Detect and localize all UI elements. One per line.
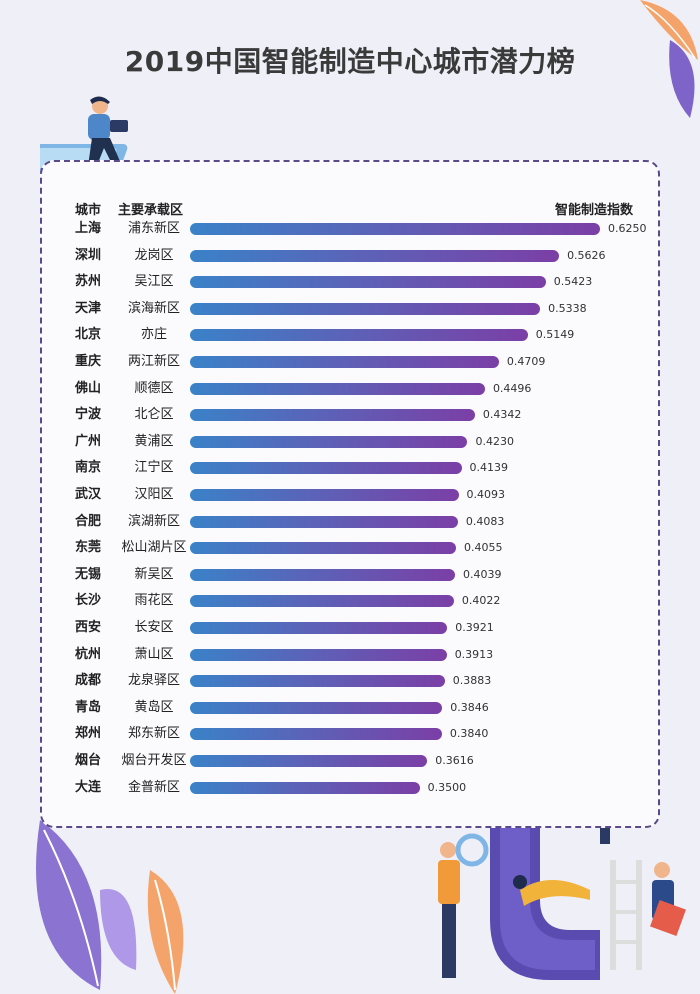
data-label: 0.4709 — [506, 355, 546, 368]
row-zone: 亦庄 — [140, 327, 167, 343]
bar — [190, 701, 443, 714]
data-label: 0.5149 — [535, 328, 575, 342]
bar — [190, 435, 468, 448]
data-label: 0.5338 — [548, 301, 587, 315]
bar — [190, 648, 447, 661]
data-label: 0.4496 — [492, 381, 532, 395]
row-city: 武汉 — [75, 487, 102, 502]
row-zone: 龙泉驿区 — [127, 673, 180, 689]
bar — [190, 223, 600, 235]
bar — [190, 675, 445, 688]
data-label: 0.4083 — [465, 514, 505, 528]
row-city: 上海 — [75, 221, 102, 236]
data-label: 0.4230 — [475, 434, 514, 448]
data-label: 0.3883 — [452, 674, 492, 688]
leaf-decoration-bottom-left-icon — [36, 820, 184, 994]
row-city: 杭州 — [75, 646, 102, 662]
row-city: 合肥 — [75, 513, 102, 529]
bar — [190, 382, 485, 395]
data-label: 0.5626 — [567, 248, 606, 262]
row-zone: 吴江区 — [134, 274, 174, 290]
data-label: 0.3846 — [450, 700, 489, 714]
row-city: 广州 — [75, 433, 102, 449]
data-label: 0.3921 — [455, 621, 494, 634]
bar — [190, 781, 420, 794]
data-label: 0.5423 — [553, 275, 593, 289]
row-zone: 龙岗区 — [134, 247, 174, 263]
bar — [190, 755, 428, 767]
row-city: 深圳 — [75, 247, 102, 263]
row-city: 东莞 — [75, 540, 102, 556]
row-city: 郑州 — [75, 726, 102, 742]
row-city: 宁波 — [75, 407, 102, 423]
row-zone: 滨湖新区 — [127, 513, 180, 529]
header-zone: 主要承载区 — [118, 203, 184, 218]
row-zone: 烟台开发区 — [121, 753, 187, 768]
row-zone: 黄浦区 — [134, 433, 174, 449]
data-label: 0.3616 — [435, 754, 474, 767]
row-city: 佛山 — [75, 380, 102, 396]
bar — [190, 409, 475, 422]
bar — [190, 568, 455, 581]
bar — [190, 329, 528, 342]
row-zone: 汉阳区 — [134, 487, 174, 502]
bar — [190, 356, 499, 368]
row-city: 成都 — [75, 673, 102, 689]
leaf-decoration-top-right-icon — [640, 0, 698, 118]
bar — [190, 302, 541, 315]
row-city: 烟台 — [75, 753, 102, 768]
data-label: 0.4139 — [469, 461, 509, 475]
row-city: 青岛 — [75, 699, 102, 715]
data-label: 0.3500 — [427, 780, 467, 794]
row-city: 长沙 — [75, 593, 102, 609]
row-zone: 萧山区 — [134, 646, 174, 662]
header-city: 城市 — [75, 203, 102, 218]
bar — [190, 489, 459, 501]
row-city: 南京 — [75, 460, 102, 476]
row-zone: 长安区 — [134, 620, 174, 635]
data-label: 0.3913 — [454, 647, 494, 661]
row-city: 无锡 — [75, 566, 102, 582]
row-zone: 新吴区 — [134, 566, 174, 582]
row-zone: 松山湖片区 — [121, 540, 187, 556]
data-label: 0.4039 — [462, 567, 502, 581]
row-zone: 江宁区 — [134, 460, 174, 476]
bar — [190, 462, 462, 475]
row-city: 苏州 — [75, 274, 102, 290]
header-index: 智能制造指数 — [555, 203, 634, 218]
row-zone: 雨花区 — [134, 593, 174, 609]
data-label: 0.4342 — [482, 408, 522, 422]
row-city: 西安 — [75, 620, 102, 635]
row-city: 重庆 — [75, 354, 102, 369]
bar — [190, 515, 458, 528]
bar — [190, 542, 456, 555]
row-zone: 顺德区 — [134, 380, 174, 396]
row-city: 大连 — [75, 779, 102, 795]
bar — [190, 622, 448, 634]
row-zone: 北仑区 — [134, 407, 174, 423]
data-label: 0.4093 — [466, 488, 506, 501]
row-zone: 两江新区 — [127, 354, 180, 369]
row-zone: 黄岛区 — [134, 699, 174, 715]
row-zone: 浦东新区 — [127, 221, 180, 236]
data-label: 0.3840 — [449, 727, 489, 741]
row-zone: 郑东新区 — [127, 726, 180, 742]
row-city: 天津 — [75, 300, 102, 316]
row-city: 北京 — [75, 327, 102, 343]
row-zone: 金普新区 — [127, 779, 180, 795]
row-zone: 滨海新区 — [127, 300, 180, 316]
data-label: 0.4055 — [464, 541, 503, 555]
data-label: 0.4022 — [461, 594, 501, 608]
data-label: 0.6250 — [608, 222, 647, 235]
bar — [190, 276, 546, 289]
page-title: 2019中国智能制造中心城市潜力榜 — [124, 45, 576, 78]
bar — [190, 249, 560, 262]
bar — [190, 595, 454, 608]
bar — [190, 728, 442, 741]
